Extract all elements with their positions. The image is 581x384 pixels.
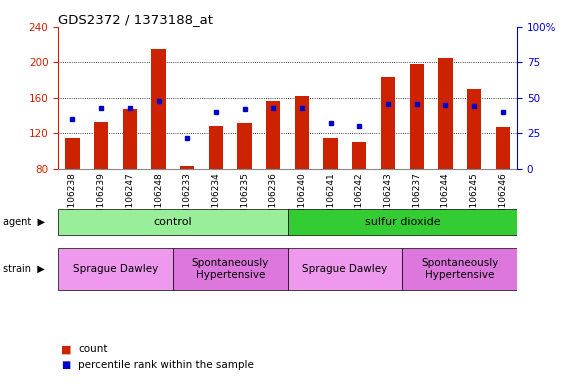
Text: GSM106238: GSM106238 — [68, 172, 77, 227]
Text: Spontaneously
Hypertensive: Spontaneously Hypertensive — [421, 258, 498, 280]
Bar — [324, 138, 338, 169]
Text: GSM106236: GSM106236 — [269, 172, 278, 227]
Text: ■: ■ — [61, 360, 70, 370]
Bar — [209, 126, 223, 169]
Text: GSM106248: GSM106248 — [154, 172, 163, 227]
Text: GSM106233: GSM106233 — [182, 172, 192, 227]
Text: control: control — [153, 217, 192, 227]
Text: GSM106242: GSM106242 — [355, 172, 364, 227]
Bar — [173, 248, 288, 290]
Text: agent  ▶: agent ▶ — [3, 217, 45, 227]
Bar — [94, 122, 108, 169]
Bar — [65, 138, 80, 169]
Text: percentile rank within the sample: percentile rank within the sample — [78, 360, 254, 370]
Text: GSM106243: GSM106243 — [383, 172, 393, 227]
Text: GSM106234: GSM106234 — [211, 172, 220, 227]
Bar — [266, 101, 281, 169]
Bar — [58, 248, 173, 290]
Bar — [438, 58, 453, 169]
Bar — [123, 109, 137, 169]
Bar — [496, 127, 510, 169]
Text: GSM106239: GSM106239 — [96, 172, 106, 227]
Bar — [151, 49, 166, 169]
Text: ■: ■ — [61, 344, 71, 354]
Bar — [288, 209, 517, 235]
Text: GDS2372 / 1373188_at: GDS2372 / 1373188_at — [58, 13, 213, 26]
Bar — [295, 96, 309, 169]
Text: Sprague Dawley: Sprague Dawley — [302, 264, 388, 274]
Text: Spontaneously
Hypertensive: Spontaneously Hypertensive — [192, 258, 269, 280]
Text: GSM106246: GSM106246 — [498, 172, 507, 227]
Bar — [381, 78, 395, 169]
Bar — [58, 209, 288, 235]
Bar — [467, 89, 481, 169]
Bar — [403, 248, 517, 290]
Text: strain  ▶: strain ▶ — [3, 264, 45, 274]
Text: GSM106240: GSM106240 — [297, 172, 306, 227]
Bar — [238, 123, 252, 169]
Text: GSM106237: GSM106237 — [412, 172, 421, 227]
Text: count: count — [78, 344, 108, 354]
Text: sulfur dioxide: sulfur dioxide — [364, 217, 440, 227]
Text: GSM106241: GSM106241 — [326, 172, 335, 227]
Text: GSM106245: GSM106245 — [469, 172, 479, 227]
Text: GSM106247: GSM106247 — [125, 172, 134, 227]
Bar — [180, 166, 195, 169]
Bar — [352, 142, 367, 169]
Text: GSM106235: GSM106235 — [240, 172, 249, 227]
Bar — [410, 64, 424, 169]
Bar — [288, 248, 403, 290]
Text: Sprague Dawley: Sprague Dawley — [73, 264, 158, 274]
Text: GSM106244: GSM106244 — [441, 172, 450, 227]
